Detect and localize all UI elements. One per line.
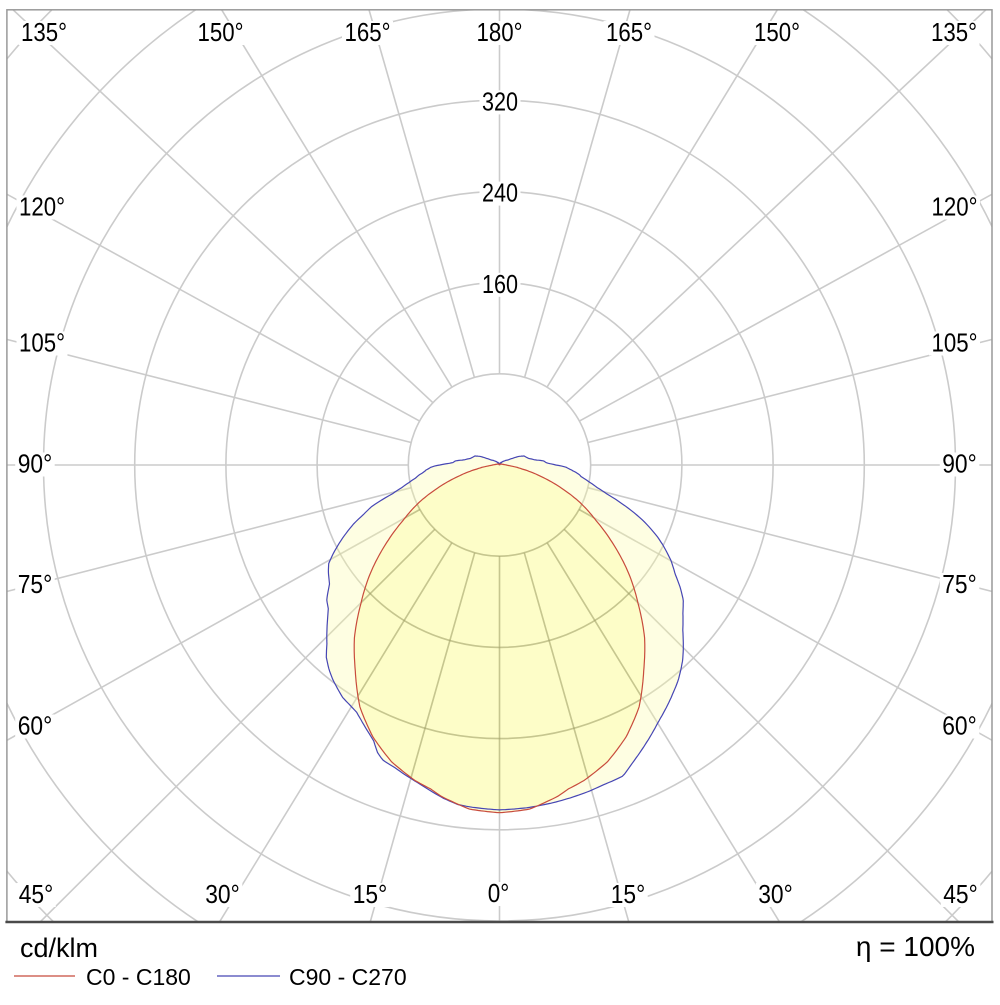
svg-text:cd/klm: cd/klm [20,933,98,963]
svg-text:240: 240 [482,178,518,208]
svg-text:165°: 165° [606,17,652,47]
svg-text:60°: 60° [942,711,977,741]
svg-text:180°: 180° [477,17,523,47]
svg-text:45°: 45° [943,879,978,909]
svg-text:105°: 105° [19,328,65,358]
svg-text:60°: 60° [18,711,53,741]
svg-text:150°: 150° [198,17,244,47]
svg-text:165°: 165° [345,17,391,47]
svg-text:160: 160 [482,269,518,299]
svg-text:90°: 90° [942,449,977,479]
svg-text:30°: 30° [758,879,793,909]
svg-text:15°: 15° [353,879,388,909]
svg-text:C90 - C270: C90 - C270 [289,964,407,990]
svg-text:45°: 45° [19,879,54,909]
svg-text:135°: 135° [931,17,977,47]
svg-text:120°: 120° [932,192,978,222]
svg-text:150°: 150° [754,17,800,47]
svg-text:30°: 30° [205,879,240,909]
svg-text:105°: 105° [932,328,978,358]
svg-text:C0 - C180: C0 - C180 [86,964,191,990]
svg-text:320: 320 [482,86,518,116]
svg-text:75°: 75° [18,569,53,599]
svg-text:15°: 15° [611,879,646,909]
svg-text:135°: 135° [21,17,67,47]
svg-text:η = 100%: η = 100% [856,931,975,962]
svg-text:90°: 90° [18,449,53,479]
svg-text:75°: 75° [942,569,977,599]
svg-text:120°: 120° [19,192,65,222]
svg-text:0°: 0° [488,878,510,908]
